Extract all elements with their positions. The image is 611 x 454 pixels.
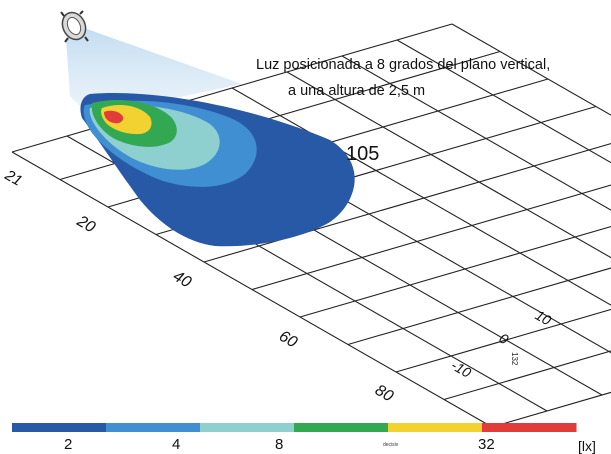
grid-line-cross (443, 350, 611, 401)
grid-line-long (341, 55, 611, 211)
x-tick-80: 80 (372, 382, 396, 406)
color-scale-bar (12, 423, 577, 432)
floodlight-icon (60, 10, 89, 43)
color-scale-segment (294, 423, 389, 432)
y-tick-10: 10 (533, 307, 555, 329)
y-tick-minus-10: -10 (449, 357, 475, 381)
partial-tick-label: 21 (1, 166, 25, 190)
caption-line-2: a una altura de 2,5 m (288, 83, 425, 99)
colorbar-small-label: decisiv (383, 442, 399, 448)
grid-line-cross (299, 225, 611, 318)
colorbar-label-8: 8 (275, 436, 283, 453)
color-scale-segment (106, 423, 201, 432)
colorbar-label-4: 4 (172, 436, 180, 453)
grid-line-long (396, 39, 611, 164)
grid-line-cross (491, 391, 611, 428)
colorbar-label-32: 32 (478, 436, 495, 453)
color-scale-segment (12, 423, 107, 432)
color-scale-segment (388, 423, 483, 432)
color-scale-segment (200, 423, 295, 432)
x-tick-20: 20 (73, 212, 98, 236)
x-tick-40: 40 (170, 268, 194, 292)
unit-small-label: 132 (510, 352, 519, 366)
colorbar-label-2: 2 (64, 436, 72, 453)
grid-line-long (451, 23, 611, 116)
colorbar-unit-label: [lx] (578, 438, 596, 454)
color-scale-segment (482, 423, 577, 432)
isolux-contours (80, 93, 355, 247)
x-tick-60: 60 (276, 328, 300, 352)
grid-line-long (11, 151, 493, 428)
grid-line-long (286, 71, 611, 259)
grid-line-cross (395, 308, 611, 373)
contour-level-6 (104, 110, 124, 124)
caption-line-1: Luz posicionada a 8 grados del plano ver… (256, 57, 550, 73)
peak-value-label: 105 (346, 143, 379, 165)
